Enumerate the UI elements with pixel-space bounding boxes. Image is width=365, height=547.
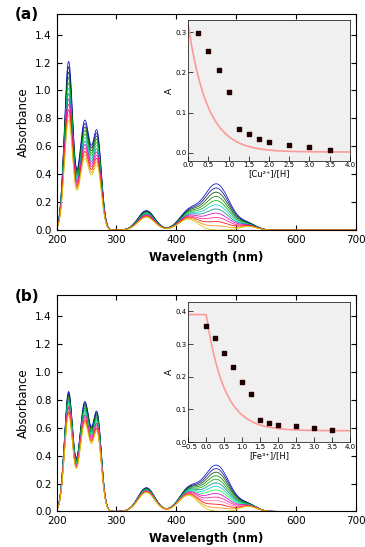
Text: (a): (a)	[15, 7, 39, 22]
Y-axis label: Absorbance: Absorbance	[16, 87, 30, 156]
Text: (b): (b)	[15, 288, 39, 304]
Y-axis label: Absorbance: Absorbance	[16, 369, 30, 438]
X-axis label: Wavelength (nm): Wavelength (nm)	[149, 532, 264, 545]
X-axis label: Wavelength (nm): Wavelength (nm)	[149, 251, 264, 264]
